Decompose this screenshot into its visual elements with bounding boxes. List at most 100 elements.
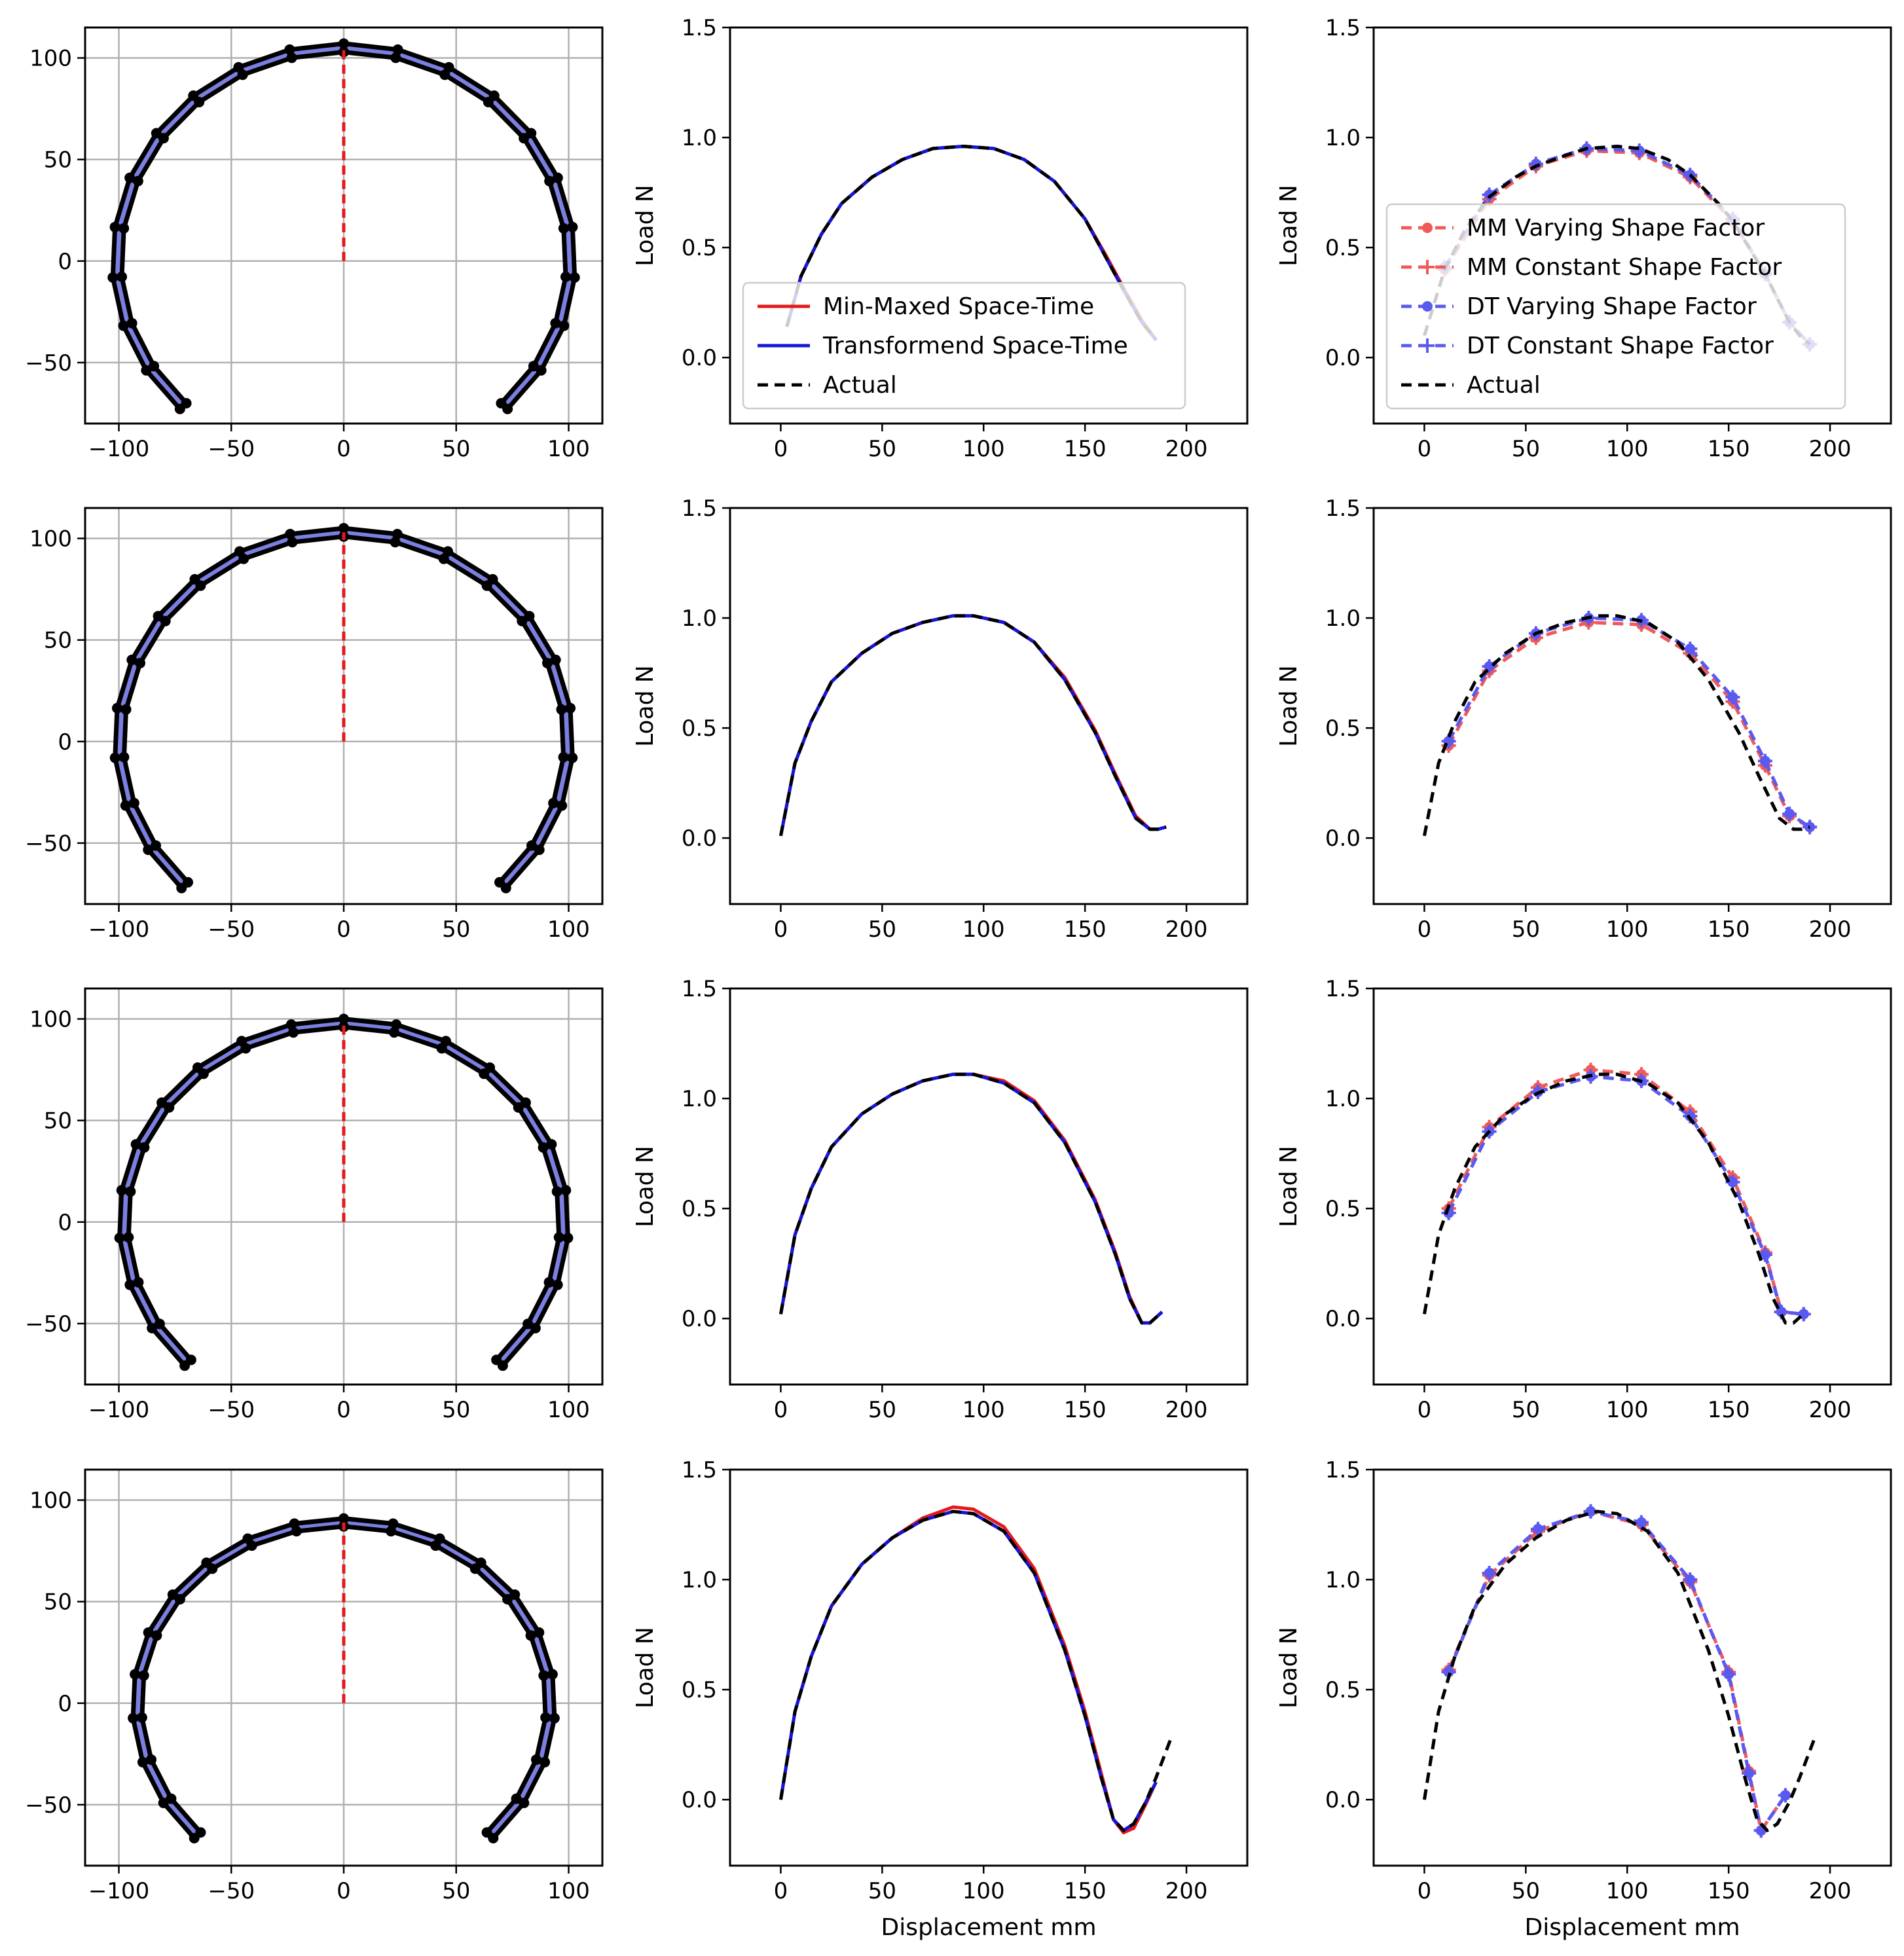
ring-node [565, 702, 576, 714]
panel-r0-c0: −100 −50 0 50 100 −50 0 50 100 [25, 26, 604, 462]
ring-node [544, 175, 555, 187]
series-line-actual [1422, 1072, 1807, 1325]
series-line-transformend-space-time [778, 614, 1167, 837]
data-point [1796, 1307, 1811, 1322]
y-tick-label: 0.0 [1325, 825, 1361, 852]
data-point [1530, 1521, 1545, 1536]
data-point [1778, 1788, 1793, 1803]
panel-r3-c2: 0 50 100 150 200 0.0 0.5 1.0 1.5 Load N Displaceme… [1275, 1457, 1892, 1941]
ring-node [237, 69, 248, 81]
ring-node [288, 1027, 299, 1038]
x-tick-label: 100 [547, 1878, 590, 1904]
series-line-actual [1422, 614, 1810, 837]
panel-r2-c2: 0 50 100 150 200 0.0 0.5 1.0 1.5 Load N [1275, 976, 1892, 1423]
ring-node [118, 320, 129, 331]
y-tick-label: 1.0 [682, 606, 717, 632]
ring-node [238, 553, 249, 564]
panel-r1-c2: 0 50 100 150 200 0.0 0.5 1.0 1.5 Load N [1275, 496, 1892, 943]
axes-frame [729, 987, 1249, 1386]
ring-node [439, 69, 450, 81]
ring-node [116, 1185, 127, 1196]
ring-node [560, 271, 571, 282]
ring-node [195, 580, 206, 591]
plot-area [114, 1013, 574, 1371]
x-axis-label: Displacement mm [881, 1914, 1096, 1941]
ring-node [550, 655, 561, 666]
series-line-dt-constant-shape-factor [1447, 616, 1811, 829]
axes-frame [729, 1468, 1249, 1867]
x-tick-label: 0 [774, 916, 788, 943]
y-tick-label: 0.0 [1325, 1787, 1361, 1813]
x-tick-label: 0 [1418, 1397, 1432, 1423]
ring-node [540, 1756, 551, 1767]
x-tick-label: 100 [1606, 1397, 1649, 1423]
ring-node [119, 223, 130, 234]
x-tick-label: 0 [1418, 1878, 1432, 1904]
ring-node [107, 272, 119, 283]
y-tick-label: 1.5 [1325, 496, 1361, 522]
ring-node [114, 1233, 125, 1244]
x-tick-label: 50 [1512, 1397, 1540, 1423]
y-tick-label: 100 [29, 46, 72, 72]
x-tick-label: −100 [88, 436, 149, 462]
ring-node [390, 52, 401, 63]
ring-node [111, 702, 122, 714]
axes-frame [1372, 507, 1892, 905]
y-axis-label: Load N [1275, 665, 1302, 747]
ring-node [540, 1712, 551, 1723]
y-tick-label: −50 [25, 1311, 72, 1337]
ring-node [120, 704, 132, 715]
x-tick-label: 100 [962, 1878, 1005, 1904]
x-tick-label: 150 [1064, 1397, 1107, 1423]
x-tick-label: 150 [1064, 916, 1107, 943]
x-tick-label: −100 [88, 916, 149, 943]
series-line-mm-constant-shape-factor [1447, 621, 1811, 829]
series-line-actual [1423, 145, 1811, 346]
x-tick-label: 100 [962, 436, 1005, 462]
plot-area [128, 1513, 560, 1844]
y-tick-label: 1.0 [682, 1086, 717, 1112]
ring-node [567, 221, 578, 232]
x-tick-label: 50 [868, 916, 896, 943]
series-line-dt-constant-shape-factor [1443, 147, 1811, 346]
ring-node [194, 96, 205, 107]
y-axis-label: Load N [632, 1627, 659, 1709]
x-tick-label: 150 [1708, 436, 1750, 462]
x-tick-label: 50 [868, 1878, 896, 1904]
series-line-min-maxed-space-time [778, 614, 1167, 837]
ring-node [195, 1827, 206, 1838]
ring-node [534, 1627, 545, 1638]
ring-node [181, 397, 192, 408]
ring-node [519, 1798, 530, 1809]
ring-node [285, 1019, 297, 1030]
x-tick-label: −100 [88, 1397, 149, 1423]
ring-node [536, 365, 547, 376]
x-tick-label: 200 [1809, 436, 1852, 462]
x-tick-label: 50 [1512, 1878, 1540, 1904]
y-tick-label: 1.5 [682, 976, 717, 1002]
y-tick-label: 50 [44, 147, 72, 173]
ring-node [511, 1793, 522, 1804]
y-tick-label: 0.5 [1325, 1196, 1361, 1222]
ring-node [158, 133, 169, 144]
ring-node [496, 397, 507, 408]
legend-label: MM Constant Shape Factor [1467, 254, 1782, 281]
ring-node [130, 1139, 141, 1150]
y-tick-label: 100 [29, 526, 72, 552]
ring-node [185, 1354, 196, 1366]
ring-node [550, 317, 561, 329]
y-axis-label: Load N [1275, 185, 1302, 266]
ring-node [557, 800, 568, 811]
ring-node [133, 1277, 144, 1288]
ring-node [158, 1798, 169, 1809]
ring-node [286, 52, 297, 63]
data-point [1721, 1667, 1736, 1682]
axes-frame [1372, 26, 1892, 425]
y-tick-label: 0 [58, 249, 72, 275]
y-tick-label: 100 [29, 1007, 72, 1033]
ring-node [562, 1233, 574, 1244]
x-tick-label: −50 [208, 1878, 255, 1904]
x-tick-label: 150 [1708, 1878, 1750, 1904]
ring-node [430, 1540, 441, 1551]
